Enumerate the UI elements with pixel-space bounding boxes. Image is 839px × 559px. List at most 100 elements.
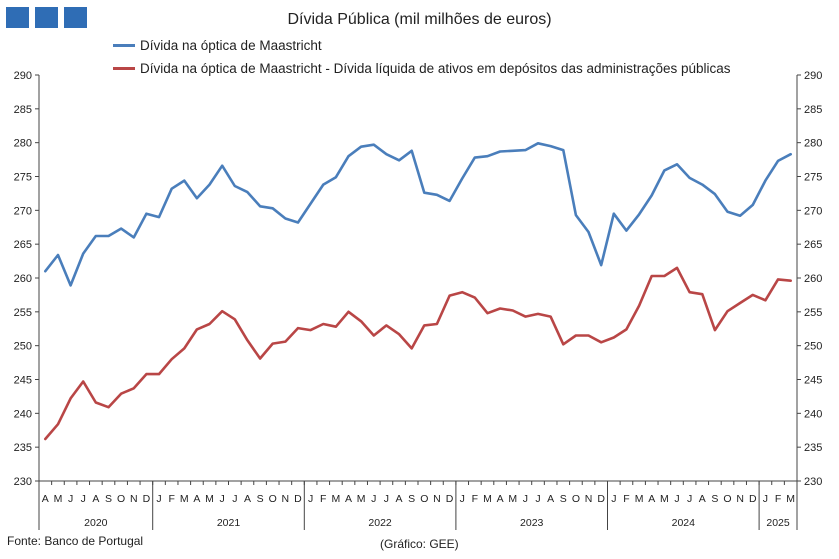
y-tick-label-right: 280	[804, 138, 822, 150]
y-tick-label-right: 290	[804, 70, 822, 82]
x-month-label: J	[384, 493, 389, 505]
x-month-label: M	[660, 493, 669, 505]
x-month-label: M	[180, 493, 189, 505]
legend-entry-series-2: Dívida na óptica de Maastricht - Dívida …	[113, 61, 731, 76]
x-month-label: J	[763, 493, 768, 505]
legend-swatch-red	[113, 67, 135, 70]
x-year-label: 2020	[84, 517, 108, 529]
x-month-label: J	[308, 493, 313, 505]
y-tick-label-right: 250	[804, 341, 822, 353]
y-tick-label-left: 290	[14, 70, 32, 82]
y-tick-label-right: 270	[804, 205, 822, 217]
x-month-label: F	[320, 493, 326, 505]
x-year-label: 2023	[520, 517, 544, 529]
x-month-label: A	[92, 493, 99, 505]
y-tick-label-left: 235	[14, 442, 32, 454]
logo-square	[6, 7, 29, 28]
series-line-1	[43, 142, 793, 287]
x-month-label: N	[585, 493, 593, 505]
x-month-label: J	[611, 493, 616, 505]
y-tick-label-left: 260	[14, 273, 32, 285]
x-month-label: F	[775, 493, 781, 505]
x-month-label: N	[282, 493, 290, 505]
y-tick-label-right: 230	[804, 476, 822, 488]
x-month-label: M	[635, 493, 644, 505]
x-month-label: J	[81, 493, 86, 505]
x-month-label: A	[547, 493, 554, 505]
logo	[6, 7, 87, 28]
x-month-label: M	[357, 493, 366, 505]
x-month-label: D	[597, 493, 605, 505]
logo-square	[64, 7, 87, 28]
x-month-label: N	[736, 493, 744, 505]
x-month-label: J	[232, 493, 237, 505]
x-year-label: 2022	[368, 517, 392, 529]
x-month-label: J	[687, 493, 692, 505]
x-month-label: J	[68, 493, 73, 505]
x-month-label: S	[560, 493, 567, 505]
x-month-label: M	[483, 493, 492, 505]
series-line-2	[43, 266, 793, 441]
x-month-label: O	[572, 493, 580, 505]
legend-label: Dívida na óptica de Maastricht	[140, 38, 322, 53]
x-month-label: M	[332, 493, 341, 505]
x-month-label: D	[294, 493, 302, 505]
chart-title: Dívida Pública (mil milhões de euros)	[287, 11, 552, 28]
y-tick-label-left: 230	[14, 476, 32, 488]
x-month-label: S	[257, 493, 264, 505]
x-year-label: 2024	[672, 517, 696, 529]
y-tick-label-right: 285	[804, 104, 822, 116]
y-tick-label-right: 255	[804, 307, 822, 319]
y-tick-label-right: 235	[804, 442, 822, 454]
x-month-label: A	[345, 493, 352, 505]
logo-square	[35, 7, 58, 28]
x-month-label: O	[420, 493, 428, 505]
x-month-label: A	[42, 493, 49, 505]
y-tick-label-left: 275	[14, 172, 32, 184]
x-month-label: J	[156, 493, 161, 505]
x-month-label: F	[623, 493, 629, 505]
x-month-label: S	[105, 493, 112, 505]
x-month-label: A	[193, 493, 200, 505]
x-month-label: S	[711, 493, 718, 505]
x-month-label: M	[205, 493, 214, 505]
x-month-label: S	[408, 493, 415, 505]
x-month-label: J	[523, 493, 528, 505]
y-tick-label-left: 245	[14, 375, 32, 387]
x-month-label: N	[433, 493, 441, 505]
x-month-label: M	[54, 493, 63, 505]
legend-entry-series-1: Dívida na óptica de Maastricht	[113, 38, 322, 53]
y-tick-label-left: 270	[14, 205, 32, 217]
y-tick-label-right: 245	[804, 375, 822, 387]
x-month-label: M	[508, 493, 517, 505]
x-month-label: N	[130, 493, 138, 505]
source-note: Fonte: Banco de Portugal	[7, 534, 144, 548]
x-month-label: J	[460, 493, 465, 505]
legend-swatch-blue	[113, 44, 135, 47]
legend-label: Dívida na óptica de Maastricht - Dívida …	[140, 61, 731, 76]
y-tick-label-left: 280	[14, 138, 32, 150]
y-tick-label-right: 240	[804, 408, 822, 420]
x-month-label: O	[269, 493, 277, 505]
x-month-label: F	[472, 493, 478, 505]
y-tick-label-right: 260	[804, 273, 822, 285]
x-year-label: 2021	[217, 517, 241, 529]
x-month-label: F	[168, 493, 174, 505]
x-month-label: A	[396, 493, 403, 505]
x-month-label: A	[244, 493, 251, 505]
y-tick-label-left: 255	[14, 307, 32, 319]
y-tick-label-left: 250	[14, 341, 32, 353]
x-month-label: J	[535, 493, 540, 505]
y-tick-label-right: 265	[804, 239, 822, 251]
x-month-label: D	[143, 493, 151, 505]
credit-note: (Gráfico: GEE)	[380, 537, 459, 551]
x-month-label: J	[220, 493, 225, 505]
x-month-label: J	[371, 493, 376, 505]
x-year-label: 2025	[766, 517, 790, 529]
x-month-label: A	[497, 493, 504, 505]
y-tick-label-left: 265	[14, 239, 32, 251]
x-month-label: A	[648, 493, 655, 505]
x-month-label: A	[699, 493, 706, 505]
x-month-label: O	[117, 493, 125, 505]
